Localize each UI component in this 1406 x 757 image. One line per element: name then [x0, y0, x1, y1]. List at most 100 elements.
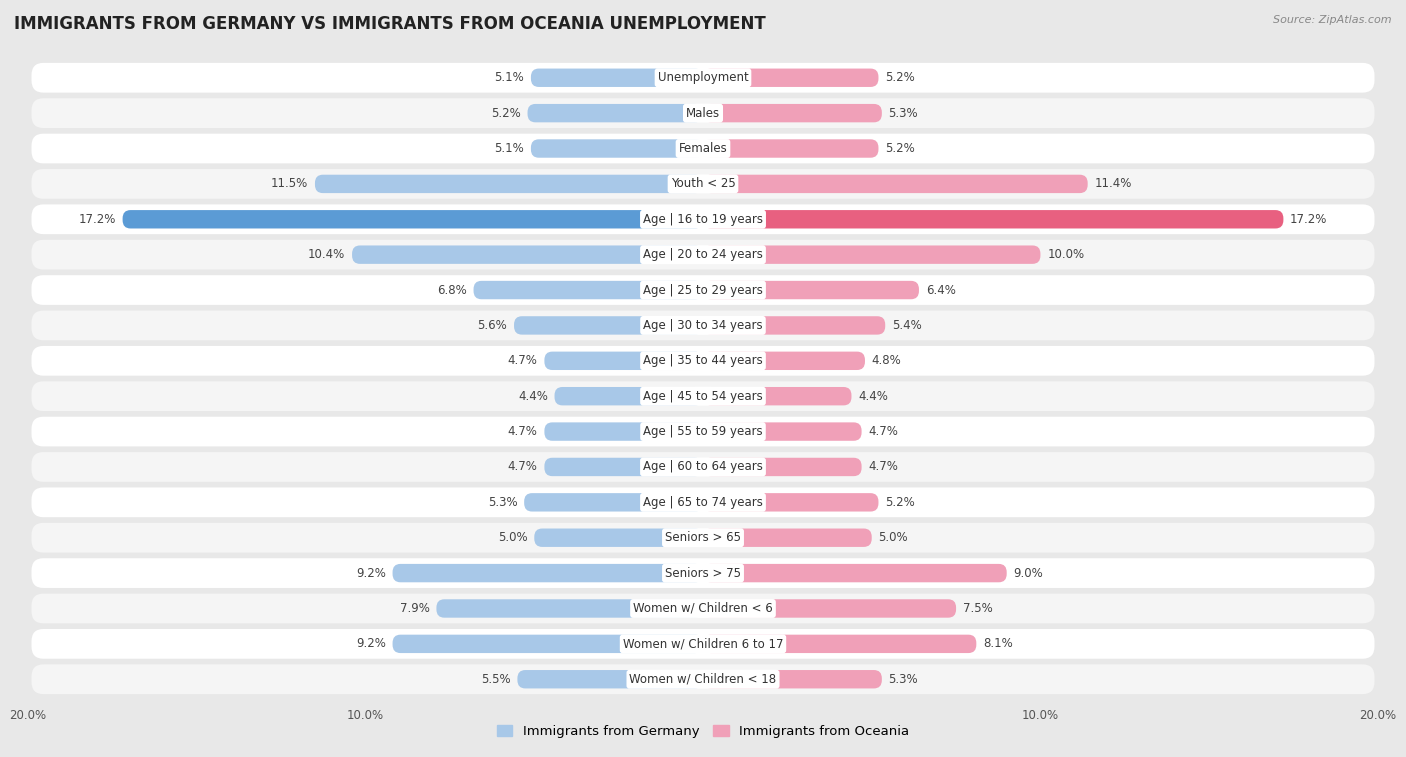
Legend: Immigrants from Germany, Immigrants from Oceania: Immigrants from Germany, Immigrants from… [491, 719, 915, 743]
Text: 5.5%: 5.5% [481, 673, 510, 686]
Text: Age | 20 to 24 years: Age | 20 to 24 years [643, 248, 763, 261]
FancyBboxPatch shape [31, 488, 1375, 517]
FancyBboxPatch shape [703, 422, 862, 441]
FancyBboxPatch shape [703, 458, 862, 476]
Text: 4.7%: 4.7% [508, 460, 537, 473]
FancyBboxPatch shape [31, 63, 1375, 92]
FancyBboxPatch shape [31, 240, 1375, 269]
FancyBboxPatch shape [31, 346, 1375, 375]
FancyBboxPatch shape [392, 634, 703, 653]
Text: Age | 60 to 64 years: Age | 60 to 64 years [643, 460, 763, 473]
FancyBboxPatch shape [703, 634, 976, 653]
FancyBboxPatch shape [515, 316, 703, 335]
Text: 5.3%: 5.3% [889, 107, 918, 120]
Text: 17.2%: 17.2% [79, 213, 115, 226]
Text: Source: ZipAtlas.com: Source: ZipAtlas.com [1274, 15, 1392, 25]
Text: 4.8%: 4.8% [872, 354, 901, 367]
Text: 5.1%: 5.1% [495, 142, 524, 155]
Text: 4.7%: 4.7% [508, 425, 537, 438]
FancyBboxPatch shape [31, 452, 1375, 481]
FancyBboxPatch shape [703, 175, 1088, 193]
Text: Seniors > 65: Seniors > 65 [665, 531, 741, 544]
Text: 7.9%: 7.9% [399, 602, 430, 615]
FancyBboxPatch shape [31, 98, 1375, 128]
FancyBboxPatch shape [703, 316, 886, 335]
Text: 6.8%: 6.8% [437, 284, 467, 297]
FancyBboxPatch shape [703, 245, 1040, 264]
Text: 5.0%: 5.0% [879, 531, 908, 544]
Text: Women w/ Children < 18: Women w/ Children < 18 [630, 673, 776, 686]
Text: 5.2%: 5.2% [886, 71, 915, 84]
Text: 11.4%: 11.4% [1094, 177, 1132, 191]
Text: 5.0%: 5.0% [498, 531, 527, 544]
Text: Age | 30 to 34 years: Age | 30 to 34 years [643, 319, 763, 332]
FancyBboxPatch shape [531, 139, 703, 157]
Text: 5.3%: 5.3% [889, 673, 918, 686]
FancyBboxPatch shape [31, 204, 1375, 234]
Text: Age | 35 to 44 years: Age | 35 to 44 years [643, 354, 763, 367]
FancyBboxPatch shape [436, 600, 703, 618]
Text: Age | 45 to 54 years: Age | 45 to 54 years [643, 390, 763, 403]
FancyBboxPatch shape [524, 493, 703, 512]
FancyBboxPatch shape [31, 169, 1375, 199]
Text: Age | 55 to 59 years: Age | 55 to 59 years [643, 425, 763, 438]
Text: 7.5%: 7.5% [963, 602, 993, 615]
FancyBboxPatch shape [31, 523, 1375, 553]
FancyBboxPatch shape [122, 210, 703, 229]
FancyBboxPatch shape [544, 351, 703, 370]
Text: 5.2%: 5.2% [886, 496, 915, 509]
Text: 8.1%: 8.1% [983, 637, 1012, 650]
Text: 5.2%: 5.2% [886, 142, 915, 155]
FancyBboxPatch shape [31, 629, 1375, 659]
FancyBboxPatch shape [703, 600, 956, 618]
Text: 4.7%: 4.7% [869, 460, 898, 473]
FancyBboxPatch shape [544, 458, 703, 476]
Text: 9.0%: 9.0% [1014, 566, 1043, 580]
FancyBboxPatch shape [554, 387, 703, 406]
Text: 4.4%: 4.4% [858, 390, 889, 403]
Text: 17.2%: 17.2% [1291, 213, 1327, 226]
FancyBboxPatch shape [31, 382, 1375, 411]
Text: 9.2%: 9.2% [356, 637, 385, 650]
FancyBboxPatch shape [31, 558, 1375, 588]
FancyBboxPatch shape [703, 351, 865, 370]
Text: 9.2%: 9.2% [356, 566, 385, 580]
FancyBboxPatch shape [31, 134, 1375, 164]
FancyBboxPatch shape [31, 593, 1375, 623]
FancyBboxPatch shape [474, 281, 703, 299]
Text: Age | 65 to 74 years: Age | 65 to 74 years [643, 496, 763, 509]
Text: 5.6%: 5.6% [478, 319, 508, 332]
FancyBboxPatch shape [703, 564, 1007, 582]
FancyBboxPatch shape [544, 422, 703, 441]
Text: 4.7%: 4.7% [869, 425, 898, 438]
Text: 10.4%: 10.4% [308, 248, 346, 261]
FancyBboxPatch shape [703, 139, 879, 157]
FancyBboxPatch shape [703, 104, 882, 123]
Text: Youth < 25: Youth < 25 [671, 177, 735, 191]
FancyBboxPatch shape [703, 493, 879, 512]
FancyBboxPatch shape [703, 69, 879, 87]
Text: 5.1%: 5.1% [495, 71, 524, 84]
Text: Women w/ Children 6 to 17: Women w/ Children 6 to 17 [623, 637, 783, 650]
Text: Age | 16 to 19 years: Age | 16 to 19 years [643, 213, 763, 226]
FancyBboxPatch shape [527, 104, 703, 123]
FancyBboxPatch shape [703, 387, 852, 406]
Text: Age | 25 to 29 years: Age | 25 to 29 years [643, 284, 763, 297]
FancyBboxPatch shape [703, 210, 1284, 229]
FancyBboxPatch shape [517, 670, 703, 688]
FancyBboxPatch shape [352, 245, 703, 264]
FancyBboxPatch shape [703, 528, 872, 547]
FancyBboxPatch shape [31, 416, 1375, 447]
FancyBboxPatch shape [703, 281, 920, 299]
Text: 5.2%: 5.2% [491, 107, 520, 120]
FancyBboxPatch shape [703, 670, 882, 688]
Text: 6.4%: 6.4% [925, 284, 956, 297]
Text: Females: Females [679, 142, 727, 155]
Text: Males: Males [686, 107, 720, 120]
Text: 4.4%: 4.4% [517, 390, 548, 403]
Text: 5.4%: 5.4% [891, 319, 922, 332]
Text: 4.7%: 4.7% [508, 354, 537, 367]
FancyBboxPatch shape [534, 528, 703, 547]
Text: 10.0%: 10.0% [1047, 248, 1084, 261]
Text: 5.3%: 5.3% [488, 496, 517, 509]
